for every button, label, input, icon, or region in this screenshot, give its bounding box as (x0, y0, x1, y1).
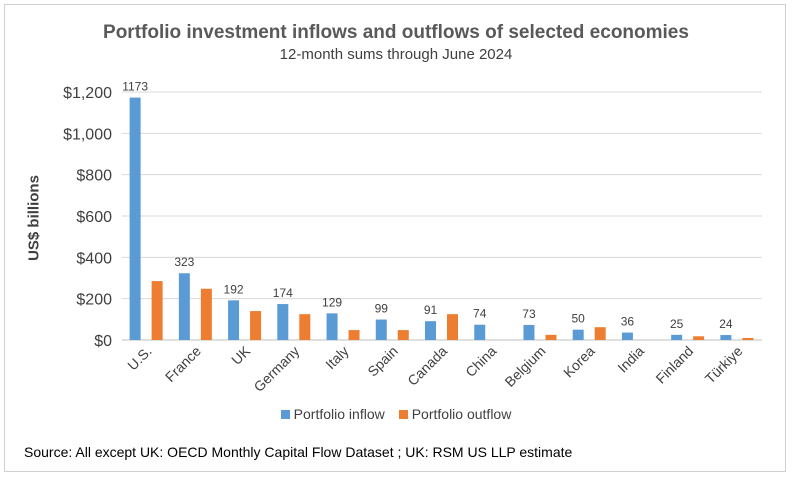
bar-outflow (250, 311, 262, 340)
x-tick-label: U.S. (124, 343, 155, 374)
bar-outflow (397, 330, 409, 340)
data-label: 73 (522, 307, 536, 321)
x-tick-label: Italy (322, 343, 351, 372)
y-tick-label: $400 (76, 250, 112, 267)
legend-swatch-inflow (280, 409, 290, 419)
y-tick-label: $0 (94, 333, 112, 350)
bar-inflow (621, 332, 633, 340)
x-tick-label: Spain (364, 343, 401, 380)
bar-inflow (228, 300, 240, 340)
bar-inflow (277, 304, 289, 340)
y-tick-label: $200 (76, 292, 112, 309)
bar-outflow (693, 336, 705, 340)
data-label: 91 (424, 303, 438, 317)
bar-inflow (671, 334, 683, 340)
source-note: Source: All except UK: OECD Monthly Capi… (24, 444, 573, 460)
chart-title: Portfolio investment inflows and outflow… (103, 22, 689, 43)
y-tick-label: $800 (76, 168, 112, 185)
legend-swatch-outflow (398, 409, 408, 419)
bar-outflow (348, 330, 360, 340)
x-tick-label: France (162, 343, 204, 385)
legend-item-outflow: Portfolio outflow (398, 406, 512, 422)
data-label: 74 (473, 307, 487, 321)
bar-outflow (151, 281, 163, 340)
bar-inflow (474, 324, 486, 340)
x-tick-label: India (614, 343, 647, 376)
bar-inflow (375, 319, 387, 340)
x-tick-label: Finland (652, 343, 696, 387)
x-tick-label: Germany (250, 343, 302, 395)
x-tick-label: Türkiye (702, 343, 746, 387)
x-tick-label: Belgium (501, 343, 548, 390)
y-tick-label: $1,000 (63, 126, 112, 143)
bar-inflow (523, 324, 535, 340)
legend-label-outflow: Portfolio outflow (411, 406, 512, 422)
data-label: 1173 (122, 80, 148, 94)
legend: Portfolio inflow Portfolio outflow (0, 406, 792, 422)
x-tick-label: China (462, 343, 499, 380)
bar-inflow (178, 273, 190, 340)
bar-outflow (742, 337, 754, 340)
data-label: 24 (719, 317, 733, 331)
data-label: 129 (322, 295, 342, 309)
x-tick-label: Korea (560, 343, 598, 381)
data-label: 99 (375, 302, 389, 316)
bar-inflow (720, 335, 732, 340)
legend-label-inflow: Portfolio inflow (293, 406, 385, 422)
bar-outflow (200, 288, 212, 340)
bar-inflow (129, 97, 141, 340)
chart-subtitle: 12-month sums through June 2024 (279, 46, 513, 63)
data-label: 25 (670, 317, 684, 331)
x-tick-label: Canada (404, 343, 450, 389)
data-label: 192 (224, 282, 244, 296)
data-label: 323 (174, 255, 194, 269)
data-label: 50 (572, 312, 586, 326)
bar-outflow (594, 327, 606, 340)
y-tick-label: $600 (76, 209, 112, 226)
bar-inflow (326, 313, 338, 340)
bar-outflow (545, 334, 557, 340)
bar-inflow (572, 329, 584, 340)
bar-outflow (299, 314, 311, 340)
bar-inflow (425, 321, 436, 340)
data-label: 174 (273, 286, 293, 300)
x-tick-label: UK (228, 342, 254, 368)
legend-item-inflow: Portfolio inflow (280, 406, 385, 422)
y-tick-label: $1,200 (63, 85, 112, 102)
bar-outflow (447, 314, 458, 340)
data-label: 36 (621, 315, 635, 329)
